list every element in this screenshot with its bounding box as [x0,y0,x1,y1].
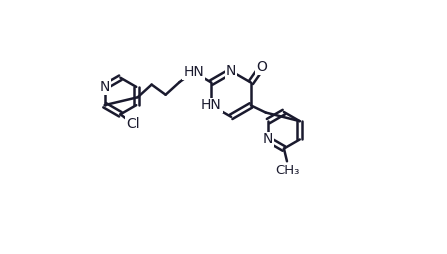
Text: O: O [256,60,267,74]
Text: N: N [226,64,236,78]
Text: N: N [263,132,273,147]
Text: N: N [99,80,110,94]
Text: HN: HN [201,98,222,113]
Text: Cl: Cl [127,117,140,131]
Text: HN: HN [183,65,204,79]
Text: CH₃: CH₃ [275,164,299,177]
